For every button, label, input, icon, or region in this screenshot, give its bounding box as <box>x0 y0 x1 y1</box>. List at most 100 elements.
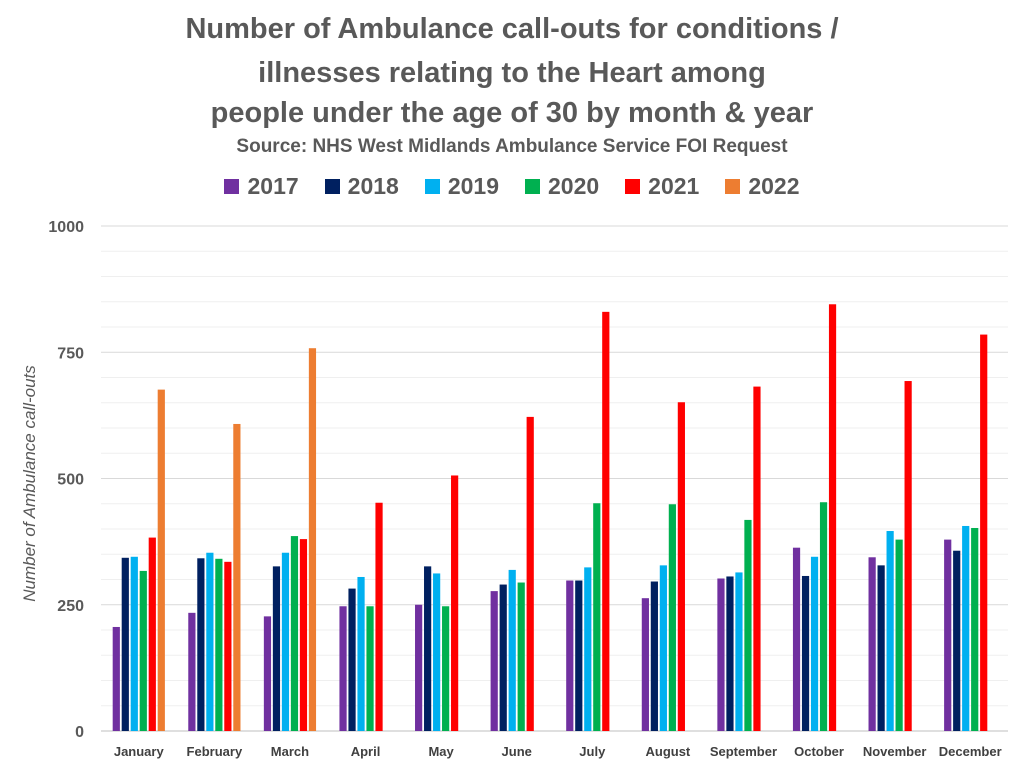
bar-2019-september <box>735 572 743 731</box>
bar-2020-july <box>593 503 601 731</box>
x-tick-label-december: December <box>939 744 1002 759</box>
bar-2020-march <box>290 536 299 731</box>
legend-item-2020: 2020 <box>525 172 599 200</box>
bar-2018-july <box>575 580 583 731</box>
bar-2017-august <box>641 598 649 731</box>
bar-2019-january <box>130 556 138 731</box>
bar-2017-may <box>415 604 423 731</box>
legend-swatch-2018 <box>324 178 340 194</box>
bar-2017-september <box>717 578 725 731</box>
bar-2018-december <box>953 550 961 731</box>
legend-label-2021: 2021 <box>648 173 700 199</box>
y-axis-title: Number of Ambulance call-outs <box>20 365 39 602</box>
x-tick-label-july: July <box>579 744 606 759</box>
x-tick-label-november: November <box>863 744 927 759</box>
bar-2020-april <box>366 606 374 731</box>
bar-2017-december <box>944 539 952 731</box>
bar-2020-february <box>215 558 223 731</box>
legend-label-2020: 2020 <box>548 173 600 199</box>
bar-2019-february <box>206 552 214 731</box>
y-tick-label: 250 <box>57 598 84 615</box>
bar-2017-march <box>263 616 272 731</box>
bar-2019-november <box>886 531 894 731</box>
bar-2022-march <box>308 348 317 731</box>
y-tick-label: 0 <box>75 724 84 741</box>
bar-2019-december <box>962 525 970 731</box>
bar-2020-june <box>517 582 525 731</box>
legend-item-2018: 2018 <box>324 172 399 200</box>
legend-swatch-2017 <box>224 178 240 194</box>
legend-item-2019: 2019 <box>424 172 499 200</box>
bar-2019-october <box>810 556 819 731</box>
bar-2021-february <box>224 561 232 731</box>
x-tick-label-october: October <box>794 744 844 759</box>
y-tick-label: 500 <box>57 472 84 489</box>
bar-2017-july <box>566 580 574 731</box>
x-tick-label-february: February <box>187 744 243 759</box>
x-tick-label-september: September <box>710 744 777 759</box>
bar-2021-december <box>980 334 988 731</box>
chart-title-line-1: Number of Ambulance call-outs for condit… <box>185 13 839 45</box>
bar-2021-july <box>602 311 610 731</box>
bar-2018-october <box>801 575 810 731</box>
bar-2020-august <box>668 504 676 731</box>
x-tick-label-march: March <box>271 744 309 759</box>
bar-2018-may <box>424 566 432 731</box>
bar-2019-august <box>659 565 667 731</box>
legend-item-2017: 2017 <box>224 172 299 200</box>
legend-swatch-2021 <box>625 178 641 194</box>
bar-2020-december <box>971 527 979 731</box>
legend-label-2018: 2018 <box>347 173 399 199</box>
bar-2020-may <box>442 606 450 731</box>
bar-2021-april <box>375 502 383 731</box>
bar-2022-january <box>157 389 165 731</box>
bar-2019-april <box>357 576 365 731</box>
x-tick-label-august: August <box>645 744 690 759</box>
x-tick-label-april: April <box>351 744 381 759</box>
bar-2018-november <box>877 565 885 731</box>
chart-subtitle: Source: NHS West Midlands Ambulance Serv… <box>236 136 788 157</box>
chart-legend: 2017 2018 2019 2020 2021 2022 <box>0 172 1024 200</box>
bar-2017-february <box>188 612 196 731</box>
legend-label-2017: 2017 <box>247 173 299 199</box>
legend-item-2021: 2021 <box>625 172 699 200</box>
bar-2017-october <box>792 547 801 731</box>
bar-2021-september <box>753 386 761 731</box>
bar-2021-august <box>677 402 685 731</box>
bar-2017-january <box>112 626 120 731</box>
bar-2019-may <box>433 573 441 731</box>
bar-2020-september <box>744 519 752 731</box>
bar-2020-october <box>819 502 828 731</box>
bar-2018-january <box>121 557 129 731</box>
legend-item-2022: 2022 <box>725 172 800 200</box>
bar-2018-august <box>650 581 658 731</box>
legend-label-2022: 2022 <box>748 173 800 199</box>
bar-2017-april <box>339 606 347 731</box>
bar-2021-march <box>299 539 308 731</box>
bar-2018-june <box>499 584 507 731</box>
x-tick-label-june: June <box>502 744 532 759</box>
y-tick-label: 750 <box>57 345 84 362</box>
bar-2021-october <box>828 304 837 731</box>
legend-swatch-2022 <box>725 178 741 194</box>
bar-2018-march <box>272 566 281 731</box>
legend-swatch-2019 <box>424 178 440 194</box>
bar-2021-november <box>904 381 912 731</box>
chart-title-line-2: illnesses relating to the Heart among <box>258 57 766 89</box>
chart-title-line-3: people under the age of 30 by month & ye… <box>210 97 814 129</box>
bar-2020-january <box>139 570 147 731</box>
bar-2019-july <box>584 567 592 731</box>
bar-2022-february <box>233 423 241 731</box>
y-tick-label: 1000 <box>48 219 84 236</box>
bar-2021-january <box>148 537 156 731</box>
bar-2018-april <box>348 588 356 731</box>
bar-2017-june <box>490 591 498 731</box>
bar-2017-november <box>868 557 876 731</box>
x-tick-label-may: May <box>428 744 454 759</box>
bar-2018-september <box>726 576 734 731</box>
x-tick-label-january: January <box>114 744 165 759</box>
bar-2019-march <box>281 552 290 731</box>
bar-2021-may <box>451 475 459 731</box>
legend-swatch-2020 <box>525 178 540 194</box>
